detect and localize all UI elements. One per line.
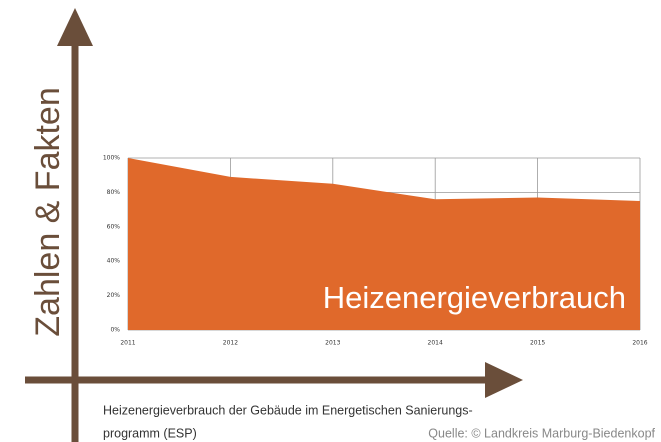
- annotation: Heizenergieverbrauch: [323, 280, 626, 315]
- vertical-arrowhead: [57, 8, 93, 46]
- y-tick-label: 0%: [110, 327, 120, 334]
- y-tick-label: 100%: [103, 155, 120, 162]
- page-title: Zahlen & Fakten: [29, 87, 67, 336]
- y-tick-label: 40%: [107, 258, 121, 265]
- x-tick-label: 2013: [325, 340, 340, 347]
- plot: 0% 20% 40% 60% 80% 100% 2011 2012 2013 2014 2015 20…: [103, 155, 648, 347]
- y-tick-label: 20%: [107, 292, 121, 299]
- x-tick-label: 2015: [530, 340, 545, 347]
- source: Quelle: © Landkreis Marburg-Biedenkopf: [428, 426, 655, 440]
- x-tick-label: 2016: [632, 340, 647, 347]
- x-tick-label: 2012: [223, 340, 238, 347]
- caption-line: programm (ESP): [103, 426, 197, 440]
- x-tick-label: 2014: [428, 340, 443, 347]
- y-tick-label: 60%: [107, 223, 121, 230]
- horizontal-arrowhead: [485, 362, 523, 398]
- x-tick-label: 2011: [120, 340, 135, 347]
- area: [128, 158, 640, 330]
- axes-arrows: [25, 8, 523, 442]
- y-tick-label: 80%: [107, 189, 121, 196]
- caption-line: Heizenergieverbrauch der Gebäude im Ener…: [103, 403, 473, 417]
